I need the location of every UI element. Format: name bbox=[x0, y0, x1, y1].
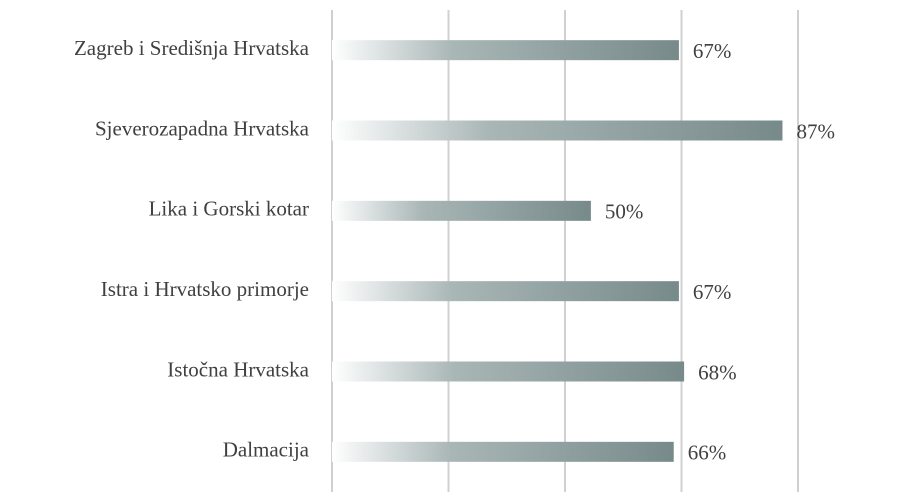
data-label: 68% bbox=[698, 360, 737, 384]
y-tick-label: Istra i Hrvatsko primorje bbox=[101, 277, 309, 301]
y-tick-label: Zagreb i Središnja Hrvatska bbox=[74, 36, 310, 60]
bar bbox=[332, 441, 674, 462]
data-label: 50% bbox=[605, 200, 644, 224]
data-label: 66% bbox=[688, 441, 727, 465]
data-label: 67% bbox=[693, 39, 732, 63]
y-tick-label: Lika i Gorski kotar bbox=[149, 197, 309, 221]
bar bbox=[332, 281, 679, 302]
data-label: 67% bbox=[693, 280, 732, 304]
data-label: 87% bbox=[796, 119, 835, 143]
y-tick-label: Sjeverozapadna Hrvatska bbox=[95, 116, 310, 140]
y-tick-label: Dalmacija bbox=[223, 438, 310, 462]
bar bbox=[332, 200, 591, 221]
bar bbox=[332, 120, 783, 141]
bar bbox=[332, 40, 679, 61]
y-tick-label: Istočna Hrvatska bbox=[167, 357, 309, 381]
bar bbox=[332, 361, 685, 382]
